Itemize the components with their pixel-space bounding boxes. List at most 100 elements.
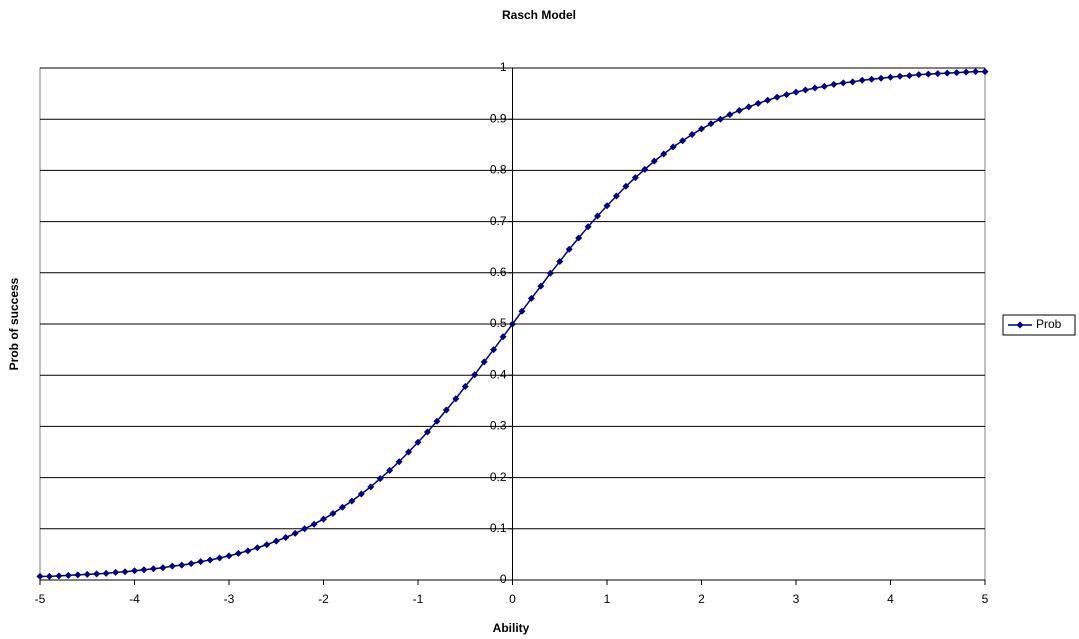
y-tick-label: 0.4 <box>490 367 507 381</box>
data-point <box>102 569 110 577</box>
data-point <box>546 269 554 277</box>
data-point <box>594 212 602 220</box>
data-point <box>603 202 611 210</box>
data-point <box>830 80 838 88</box>
x-tick-label: -5 <box>35 592 46 606</box>
data-point <box>234 549 242 557</box>
data-point <box>206 556 214 564</box>
data-point <box>272 537 280 545</box>
data-point <box>405 448 413 456</box>
data-point <box>868 75 876 83</box>
data-point <box>93 570 101 578</box>
data-point <box>423 428 431 436</box>
data-point <box>556 258 564 266</box>
legend-label: Prob <box>1036 317 1062 331</box>
x-tick-label: -4 <box>129 592 140 606</box>
data-point <box>972 68 980 76</box>
data-point <box>716 115 724 123</box>
data-point <box>83 570 91 578</box>
legend-marker <box>1016 321 1024 329</box>
data-point <box>915 71 923 79</box>
data-point <box>707 120 715 128</box>
data-point <box>669 143 677 151</box>
data-point <box>887 73 894 81</box>
data-point <box>168 562 176 570</box>
data-point <box>244 547 252 555</box>
data-point <box>367 483 375 491</box>
data-point <box>263 541 271 549</box>
data-point <box>565 245 573 253</box>
data-point <box>386 466 394 474</box>
data-point <box>924 70 932 78</box>
data-point <box>216 554 224 562</box>
data-point <box>499 333 507 341</box>
x-axis-label: Ability <box>493 621 530 635</box>
data-point <box>622 182 630 190</box>
data-point <box>55 572 63 580</box>
data-point <box>140 566 148 574</box>
y-tick-label: 0.3 <box>490 419 507 433</box>
y-tick-label: 0.7 <box>490 214 507 228</box>
data-point <box>301 525 309 533</box>
data-point <box>698 125 705 133</box>
data-point <box>754 99 762 107</box>
data-point <box>36 572 44 580</box>
data-point <box>112 568 120 576</box>
data-point <box>329 509 337 517</box>
data-point <box>688 131 696 139</box>
data-point <box>74 571 82 579</box>
y-tick-label: 0 <box>500 572 507 586</box>
data-point <box>905 72 913 80</box>
data-point <box>518 307 526 315</box>
data-point <box>726 111 734 119</box>
data-point <box>537 282 545 290</box>
data-point <box>45 572 53 580</box>
chart-title: Rasch Model <box>502 8 576 22</box>
y-tick-label: 0.5 <box>490 316 507 330</box>
data-point <box>575 234 583 242</box>
data-point <box>310 520 318 528</box>
data-point <box>820 82 828 90</box>
data-point <box>801 86 809 94</box>
data-point <box>896 72 904 80</box>
data-point <box>858 76 866 84</box>
data-point <box>225 552 233 560</box>
y-tick-label: 0.9 <box>490 111 507 125</box>
data-point <box>612 192 620 200</box>
x-tick-label: -1 <box>413 592 424 606</box>
data-point <box>953 69 961 77</box>
y-tick-label: 0.2 <box>490 470 507 484</box>
data-point <box>149 565 157 573</box>
data-point <box>811 84 819 92</box>
data-point <box>376 475 384 483</box>
data-point <box>783 91 791 99</box>
data-point <box>934 70 942 78</box>
data-point <box>679 137 687 145</box>
x-tick-label: 4 <box>887 592 894 606</box>
data-point <box>452 395 460 403</box>
data-point <box>471 371 479 379</box>
data-point <box>64 571 72 579</box>
x-tick-label: 3 <box>793 592 800 606</box>
x-tick-label: 0 <box>509 592 516 606</box>
data-point <box>839 79 847 87</box>
data-point <box>981 68 989 76</box>
data-point <box>442 406 450 414</box>
data-point <box>461 382 469 390</box>
data-point <box>773 93 781 101</box>
x-tick-label: 1 <box>604 592 611 606</box>
data-point <box>962 68 970 76</box>
x-tick-label: 2 <box>698 592 705 606</box>
y-tick-label: 0.8 <box>490 163 507 177</box>
data-point <box>291 529 299 537</box>
data-point <box>320 515 327 523</box>
y-tick-label: 0.1 <box>490 521 507 535</box>
data-point <box>348 497 356 505</box>
data-point <box>735 106 743 114</box>
data-point <box>764 96 772 104</box>
data-point <box>943 69 951 77</box>
data-point <box>584 223 592 231</box>
data-point <box>877 74 885 82</box>
data-point <box>490 346 498 354</box>
